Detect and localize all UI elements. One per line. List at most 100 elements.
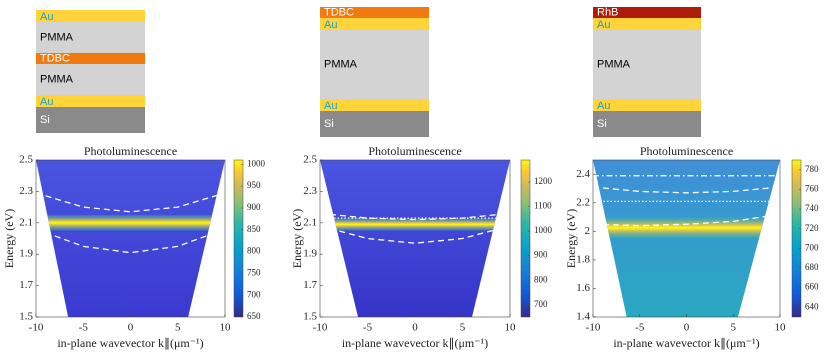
x-axis-label: in-plane wavevector k∥(μm⁻¹) [613,336,759,350]
colorbar-tick-label: 800 [247,246,261,256]
y-tick-label: 1.7 [303,279,317,291]
y-axis-label: Energy (eV) [2,209,16,268]
dispersion-curve [592,213,781,227]
y-tick-label: 2.4 [576,168,590,180]
y-tick-label: 1.5 [19,311,33,323]
y-tick-label: 1.5 [303,311,317,323]
layer-label: TDBC [324,6,354,18]
heatmap [36,160,225,317]
layer [593,99,701,111]
y-tick-label: 2.5 [19,154,33,166]
layer [320,7,429,18]
emission-band [593,217,780,239]
layer [593,18,701,30]
x-tick-label: 5 [460,322,466,334]
x-axis-label: in-plane wavevector k∥(μm⁻¹) [57,336,203,350]
x-tick-label: 0 [684,322,690,334]
colorbar-tick-label: 750 [247,267,261,277]
y-tick-label: 2.3 [19,185,33,197]
chart-title: Photoluminescence [640,144,733,158]
y-tick-label: 1.9 [303,248,317,260]
dispersion-curve [319,225,511,244]
layer-label: Si [597,118,607,130]
layer-label: Au [597,19,610,31]
x-tick-label: 0 [412,322,418,334]
colorbar-tick-label: 640 [805,301,819,311]
x-tick-label: 10 [775,322,787,334]
x-tick-label: -10 [586,322,601,334]
x-tick-label: -10 [313,322,328,334]
layer [320,111,429,137]
colorbar-tick-label: 740 [805,203,819,213]
colorbar-tick-label: 700 [805,242,819,252]
emission-band [36,214,225,231]
x-tick-label: -10 [29,322,44,334]
colorbar-tick-label: 720 [805,223,819,233]
y-tick-label: 2.1 [303,216,317,228]
layer [320,99,429,111]
heatmap [320,160,510,317]
colorbar-tick-label: 1000 [534,225,553,235]
layer-label: Au [324,100,337,112]
y-tick-label: 1.4 [576,311,590,323]
colorbar-tick-label: 680 [805,262,819,272]
layer-label: Au [40,11,53,23]
colorbar-tick-label: 650 [247,311,261,321]
layer [36,107,145,133]
colorbar-tick-label: 900 [247,202,261,212]
colorbar-tick-label: 700 [247,289,261,299]
colorbar-tick-label: 950 [247,180,261,190]
layer-label: Si [324,118,334,130]
layer [593,7,701,18]
layer-label: PMMA [40,73,74,85]
colorbar [233,159,244,318]
colorbar-tick-label: 1200 [534,176,553,186]
layer-label: PMMA [40,31,74,43]
layer [36,95,145,107]
layer [36,64,145,95]
colorbar-tick-label: 700 [534,299,548,309]
layer-label: PMMA [597,58,631,70]
layer-label: TDBC [40,52,70,64]
x-tick-label: -5 [363,322,373,334]
colorbar-tick-label: 760 [805,184,819,194]
x-tick-label: -5 [635,322,645,334]
y-axis-label: Energy (eV) [290,209,304,268]
x-tick-label: 0 [128,322,134,334]
y-tick-label: 1.9 [19,248,33,260]
layer-label: Si [40,114,50,126]
layer-label: Au [324,19,337,31]
colorbar-tick-label: 1000 [247,158,266,168]
dispersion-curve [35,192,226,213]
colorbar-tick-label: 780 [805,164,819,174]
colorbar [791,159,802,318]
layer-label: PMMA [324,58,358,70]
layer-label: Au [597,100,610,112]
layer [593,30,701,99]
layer-label: Au [40,96,53,108]
x-tick-label: 5 [175,322,181,334]
x-tick-label: -5 [79,322,89,334]
y-tick-label: 1.7 [19,279,33,291]
chart-title: Photoluminescence [368,144,461,158]
emission-band [320,218,510,231]
layer [36,10,145,22]
y-axis-label: Energy (eV) [564,209,578,268]
layer [36,22,145,53]
colorbar [520,159,531,318]
y-tick-label: 2.3 [303,185,317,197]
layer-label: RhB [597,6,618,18]
y-tick-label: 1.6 [576,282,590,294]
dispersion-curve [319,212,511,221]
y-tick-label: 1.8 [576,253,590,265]
colorbar-tick-label: 900 [534,250,548,260]
y-tick-label: 2.2 [576,196,590,208]
chart-title: Photoluminescence [84,144,177,158]
y-tick-label: 2 [585,225,591,237]
colorbar-tick-label: 850 [247,224,261,234]
x-tick-label: 10 [220,322,232,334]
x-axis-label: in-plane wavevector k∥(μm⁻¹) [342,336,488,350]
colorbar-tick-label: 1100 [534,201,552,211]
